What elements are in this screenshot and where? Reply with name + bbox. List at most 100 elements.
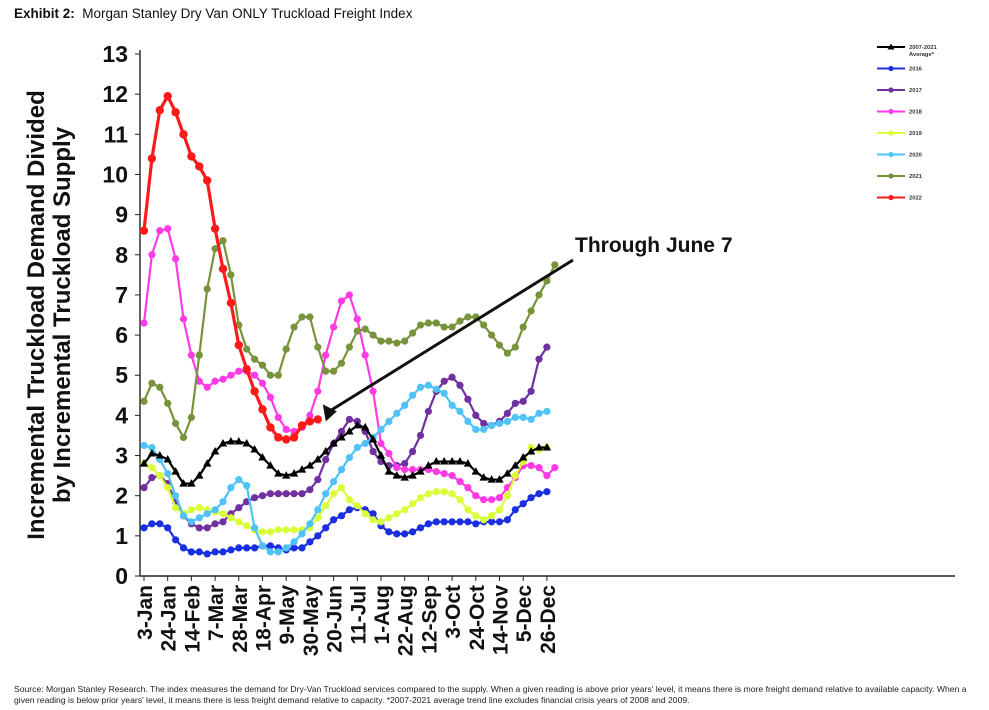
data-point (519, 413, 527, 421)
data-point (488, 496, 496, 504)
data-point (195, 548, 203, 556)
data-point (282, 471, 291, 479)
data-point (227, 484, 235, 492)
data-point (480, 425, 488, 434)
data-point (290, 526, 298, 534)
data-point (172, 419, 180, 428)
data-point (313, 455, 322, 463)
data-point (543, 343, 551, 351)
data-point (251, 355, 259, 363)
data-point (543, 407, 551, 415)
data-point (203, 550, 211, 558)
data-point (148, 251, 156, 259)
data-point (140, 484, 148, 492)
source-note: Source: Morgan Stanley Research. The ind… (14, 684, 967, 705)
data-point (385, 417, 393, 426)
data-point (488, 512, 496, 520)
data-point (290, 323, 298, 331)
data-point (393, 463, 401, 472)
data-point (195, 351, 203, 359)
series-line (142, 239, 556, 439)
data-point (179, 479, 188, 487)
data-point (266, 423, 275, 432)
data-point (218, 438, 228, 447)
data-point (353, 502, 361, 510)
data-point (527, 307, 535, 315)
series-2007-2021-average- (139, 420, 552, 487)
data-point (297, 465, 307, 473)
data-point (385, 514, 393, 522)
data-point (488, 421, 496, 430)
data-point (534, 443, 544, 451)
data-point (337, 359, 346, 367)
data-point (219, 498, 227, 506)
data-point (527, 494, 535, 502)
data-point (156, 520, 164, 528)
data-point (440, 470, 448, 478)
data-point (313, 415, 322, 424)
x-tick-label: 20-Jun (324, 585, 347, 653)
data-point (464, 395, 472, 403)
data-point (551, 261, 559, 269)
data-point (526, 447, 536, 455)
data-point (376, 451, 386, 459)
data-point (440, 377, 448, 385)
data-point (156, 227, 164, 235)
data-point (448, 373, 456, 381)
data-point (306, 538, 314, 546)
x-tick-label: 12-Sep (418, 585, 441, 654)
data-point (322, 524, 330, 532)
data-point (211, 245, 219, 253)
data-point (535, 463, 543, 472)
data-point (393, 339, 401, 347)
data-point (495, 341, 504, 349)
data-point (163, 91, 172, 101)
data-point (171, 108, 180, 117)
y-tick-label: 4 (115, 402, 128, 428)
data-point (361, 439, 369, 448)
legend-marker (888, 65, 894, 72)
data-point (219, 237, 227, 245)
data-point (487, 475, 496, 483)
data-point (148, 463, 156, 472)
data-point (172, 504, 180, 512)
data-point (306, 411, 314, 419)
annotation-text: Through June 7 (575, 234, 733, 257)
chart-title: Exhibit 2: Morgan Stanley Dry Van ONLY T… (14, 6, 412, 21)
data-point (227, 514, 235, 522)
data-point (187, 548, 195, 556)
data-point (289, 469, 299, 477)
data-point (266, 490, 274, 498)
data-point (456, 478, 464, 486)
data-point (164, 484, 172, 492)
data-point (409, 528, 417, 536)
data-point (448, 490, 456, 498)
data-point (503, 516, 511, 524)
data-point (432, 319, 440, 327)
legend-label: 2021 (909, 174, 923, 180)
data-point (424, 319, 432, 327)
data-point (480, 321, 488, 329)
data-point (251, 544, 259, 552)
data-point (472, 411, 480, 419)
data-point (242, 438, 251, 447)
data-point (235, 504, 243, 512)
data-point (401, 401, 409, 409)
data-point (345, 343, 353, 351)
data-point (464, 506, 472, 514)
data-point (456, 381, 464, 389)
data-point (274, 433, 283, 442)
y-tick-label: 8 (115, 242, 128, 268)
data-point (179, 512, 188, 520)
data-point (203, 285, 211, 293)
data-point (527, 415, 535, 423)
data-point (488, 518, 496, 526)
data-point (401, 465, 409, 474)
data-point (139, 459, 149, 467)
data-point (306, 486, 314, 494)
data-point (519, 453, 528, 461)
data-point (464, 518, 472, 526)
data-point (164, 225, 172, 233)
series-line (143, 346, 548, 529)
data-point (495, 475, 504, 483)
